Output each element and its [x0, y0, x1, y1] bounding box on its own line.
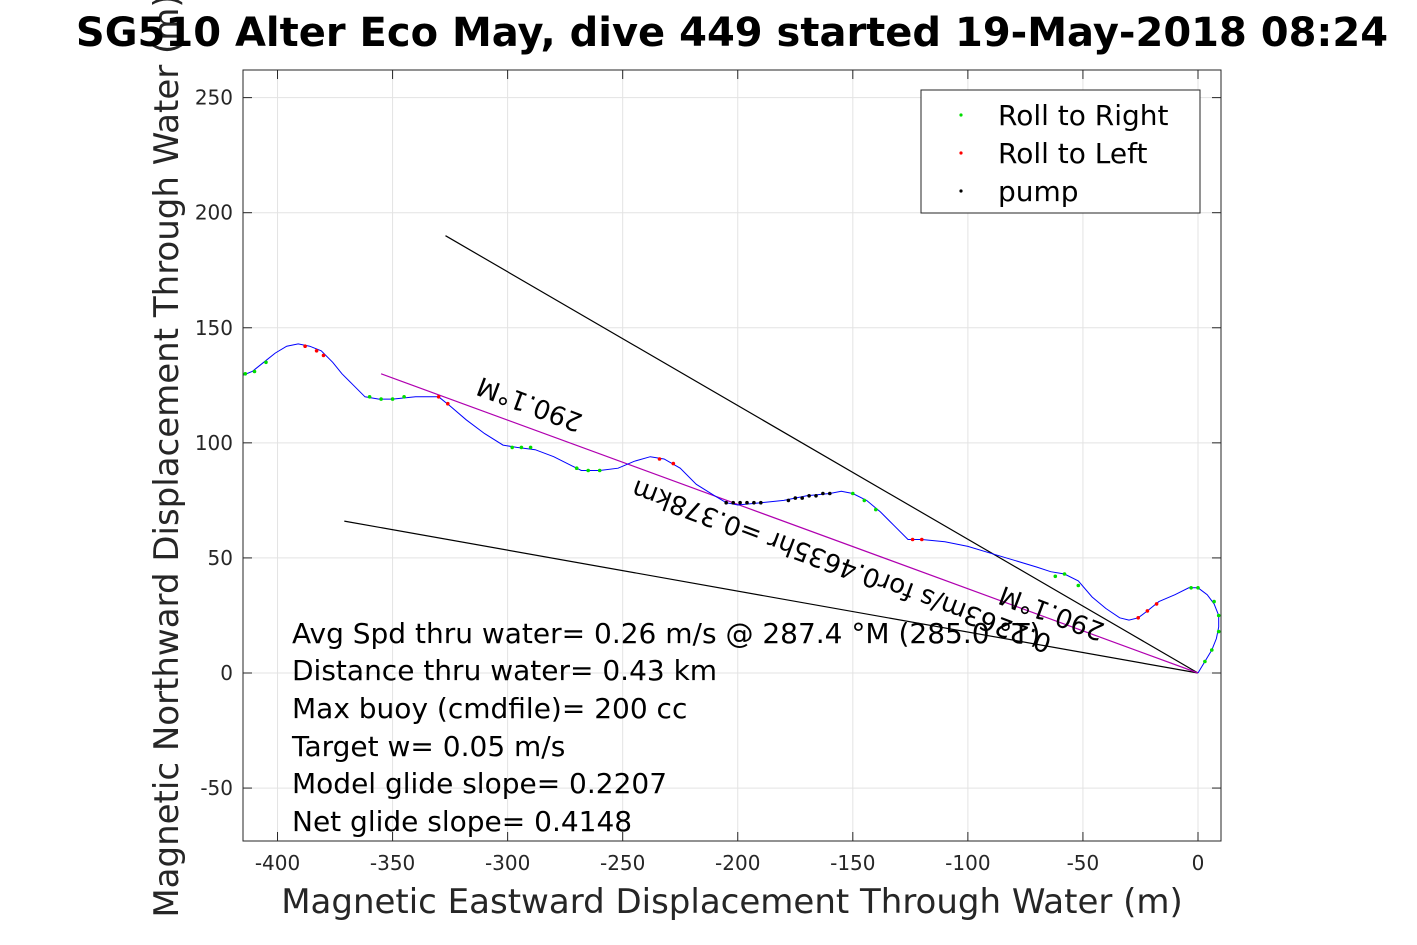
stats-target-w: Target w= 0.05 m/s: [291, 730, 565, 763]
pump-point: [752, 500, 756, 505]
pump-point: [828, 491, 832, 496]
x-tick-label: -300: [485, 851, 530, 875]
roll-left-point: [446, 401, 450, 406]
legend-label-roll-left: Roll to Left: [998, 137, 1147, 170]
ticks: -400 -350 -300 -250 -200 -150 -100 -50 0 -50 0 50 10…: [195, 70, 1221, 875]
roll-right-point: [390, 397, 395, 401]
roll-right-point: [528, 445, 533, 450]
roll-left-point: [321, 353, 326, 358]
pump-point: [731, 500, 735, 505]
roll-right-point: [1076, 583, 1081, 588]
roll-left-point: [1154, 602, 1159, 606]
stats-avg-speed: Avg Spd thru water= 0.26 m/s @ 287.4 °M …: [292, 617, 1040, 650]
legend-marker-roll-left: [959, 151, 963, 155]
roll-right-point: [510, 445, 514, 450]
y-tick-label: 0: [220, 661, 233, 685]
y-axis-label: Magnetic Northward Displacement Through …: [147, 0, 187, 918]
glider-track-line: [243, 343, 1220, 674]
roll-right-point: [597, 468, 602, 473]
pump-point: [821, 491, 825, 496]
pump-point: [786, 498, 791, 503]
x-tick-label: -250: [600, 851, 645, 875]
annotation-heading-upper: 290.1°M: [473, 370, 586, 437]
roll-left-point: [436, 395, 441, 399]
chart-title: SG510 Alter Eco May, dive 449 started 19…: [76, 10, 1388, 56]
stats-distance: Distance thru water= 0.43 km: [292, 654, 717, 687]
roll-left-point: [303, 344, 307, 349]
roll-right-point: [1196, 586, 1200, 590]
roll-left-point: [671, 461, 676, 466]
pump-point: [793, 496, 798, 500]
roll-right-point: [367, 395, 372, 399]
x-tick-label: -50: [1067, 851, 1100, 875]
marker-layer: [243, 344, 1221, 664]
stats-block: Avg Spd thru water= 0.26 m/s @ 287.4 °M …: [291, 617, 1040, 838]
y-tick-label: 250: [195, 86, 233, 110]
roll-left-point: [314, 349, 319, 353]
roll-right-point: [402, 395, 406, 399]
pump-point: [724, 500, 728, 505]
roll-right-point: [1062, 572, 1067, 576]
roll-right-point: [574, 466, 579, 471]
y-tick-label: 150: [195, 316, 233, 340]
roll-right-point: [862, 498, 867, 503]
current-bound-upper: [445, 235, 1199, 674]
x-tick-label: -400: [255, 851, 300, 875]
roll-right-point: [1203, 659, 1207, 664]
roll-right-point: [243, 372, 248, 376]
reference-lines: [344, 235, 1199, 674]
plot-frame: [242, 69, 1222, 842]
roll-right-point: [1053, 574, 1058, 579]
roll-right-point: [1210, 648, 1214, 652]
roll-right-point: [1212, 599, 1216, 604]
x-tick-label: 0: [1192, 851, 1205, 875]
y-tick-label: 100: [195, 431, 233, 455]
x-axis-label: Magnetic Eastward Displacement Through W…: [281, 882, 1183, 922]
legend-label-pump: pump: [998, 175, 1079, 208]
legend-label-roll-right: Roll to Right: [998, 99, 1169, 132]
roll-left-point: [1136, 616, 1140, 620]
roll-left-point: [657, 457, 662, 461]
current-bound-lower: [344, 520, 1199, 674]
pump-point: [759, 500, 763, 505]
stats-max-buoy: Max buoy (cmdfile)= 200 cc: [292, 692, 687, 725]
roll-right-point: [586, 468, 590, 473]
legend: Roll to Right Roll to Left pump: [920, 89, 1201, 214]
x-tick-label: -100: [945, 851, 990, 875]
x-tick-label: -350: [370, 851, 415, 875]
roll-left-point: [1145, 609, 1150, 613]
roll-right-point: [1216, 613, 1221, 618]
track-layer: [243, 343, 1220, 674]
annotations: 290.1°M 0.2263m/s for0.4635hr =0.378km 2…: [473, 370, 1108, 658]
pump-point: [745, 500, 749, 505]
roll-right-point: [519, 445, 524, 450]
roll-left-point: [920, 537, 924, 542]
y-tick-label: 50: [208, 546, 233, 570]
x-tick-label: -200: [715, 851, 760, 875]
y-tick-label: -50: [200, 776, 233, 800]
roll-right-point: [1189, 586, 1193, 590]
grid: [243, 70, 1221, 841]
pump-point: [800, 496, 804, 500]
roll-right-point: [252, 369, 257, 374]
roll-right-point: [1216, 629, 1221, 634]
avg-heading-line: [380, 373, 1199, 674]
pump-point: [807, 494, 811, 498]
roll-right-point: [379, 397, 383, 401]
roll-right-point: [264, 360, 268, 365]
legend-marker-roll-right: [959, 113, 963, 117]
legend-marker-pump: [959, 189, 963, 193]
roll-right-point: [874, 507, 878, 512]
stats-model-glide-slope: Model glide slope= 0.2207: [292, 767, 667, 800]
roll-right-point: [851, 491, 855, 496]
pump-point: [814, 494, 818, 498]
y-tick-label: 200: [195, 201, 233, 225]
stats-net-glide-slope: Net glide slope= 0.4148: [292, 805, 632, 838]
pump-point: [738, 500, 742, 505]
x-tick-label: -150: [830, 851, 875, 875]
legend-box: [920, 89, 1201, 214]
roll-left-point: [910, 537, 915, 542]
